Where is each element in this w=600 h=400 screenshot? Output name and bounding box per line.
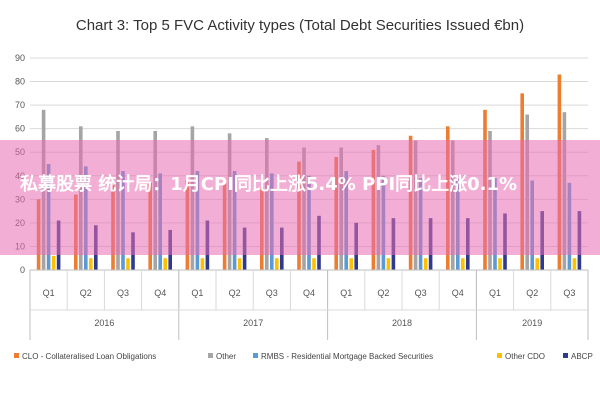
x-tick-label: Q1 xyxy=(191,288,203,298)
bar xyxy=(237,258,242,270)
legend-label: RMBS - Residential Mortgage Backed Secur… xyxy=(261,352,433,361)
bar xyxy=(423,258,428,270)
bar xyxy=(275,258,279,270)
bar xyxy=(89,258,93,270)
bar xyxy=(126,258,130,270)
x-tick-label: Q2 xyxy=(80,288,92,298)
year-label: 2018 xyxy=(392,318,412,328)
legend-label: CLO - Collateralised Loan Obligations xyxy=(22,352,156,361)
legend: CLO - Collateralised Loan Obligations Oth… xyxy=(14,352,593,361)
bar xyxy=(572,258,577,270)
year-label: 2016 xyxy=(94,318,114,328)
legend-swatch xyxy=(497,353,502,358)
bar xyxy=(163,258,167,270)
x-tick-label: Q1 xyxy=(489,288,501,298)
chart-title: Chart 3: Top 5 FVC Activity types (Total… xyxy=(76,17,524,34)
x-tick-label: Q4 xyxy=(154,288,166,298)
bar xyxy=(349,258,353,270)
overlay-headline: 私募股票 统计局：1月CPI同比上涨5.4% PPI同比上涨0.1% xyxy=(20,174,518,195)
x-tick-label: Q2 xyxy=(526,288,538,298)
legend-swatch xyxy=(208,353,213,358)
bar xyxy=(535,258,539,270)
year-label: 2017 xyxy=(243,318,263,328)
x-tick-label: Q4 xyxy=(452,288,464,298)
x-axis: Q1 Q2 Q3 Q4 Q1 Q2 Q3 Q4 Q1 Q2 Q3 Q4 Q1 Q2 Q3 2016 2017 20… xyxy=(29,269,589,340)
bar xyxy=(51,255,56,270)
x-tick-label: Q3 xyxy=(563,288,575,298)
x-tick-label: Q3 xyxy=(266,288,278,298)
legend-label: Other CDO xyxy=(505,352,545,361)
y-tick-label: 60 xyxy=(15,124,25,134)
legend-label: Other xyxy=(216,352,236,361)
x-tick-label: Q4 xyxy=(303,288,315,298)
bar xyxy=(386,258,391,270)
bar xyxy=(461,258,465,270)
legend-swatch xyxy=(563,353,568,358)
legend-swatch xyxy=(253,353,258,358)
bar xyxy=(498,258,502,270)
y-tick-label: 70 xyxy=(15,100,25,110)
y-tick-label: 80 xyxy=(15,77,25,87)
bar xyxy=(200,258,205,270)
y-tick-label: 0 xyxy=(20,265,25,275)
overlay-banner: 私募股票 统计局：1月CPI同比上涨5.4% PPI同比上涨0.1% xyxy=(0,140,600,255)
x-tick-label: Q3 xyxy=(117,288,129,298)
legend-swatch xyxy=(14,353,19,358)
x-tick-label: Q1 xyxy=(43,288,55,298)
year-label: 2019 xyxy=(522,318,542,328)
legend-label: ABCP xyxy=(571,352,593,361)
x-tick-label: Q1 xyxy=(340,288,352,298)
bar xyxy=(312,258,316,270)
x-tick-label: Q2 xyxy=(229,288,241,298)
x-tick-label: Q2 xyxy=(377,288,389,298)
y-tick-label: 90 xyxy=(15,53,25,63)
x-tick-label: Q3 xyxy=(415,288,427,298)
